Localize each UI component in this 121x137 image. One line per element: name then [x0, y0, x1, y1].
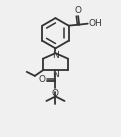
Text: N: N [52, 70, 59, 79]
Text: O: O [52, 89, 59, 98]
Text: O: O [75, 6, 82, 15]
Text: N: N [52, 51, 59, 60]
Text: OH: OH [89, 19, 102, 28]
Text: O: O [38, 75, 45, 85]
